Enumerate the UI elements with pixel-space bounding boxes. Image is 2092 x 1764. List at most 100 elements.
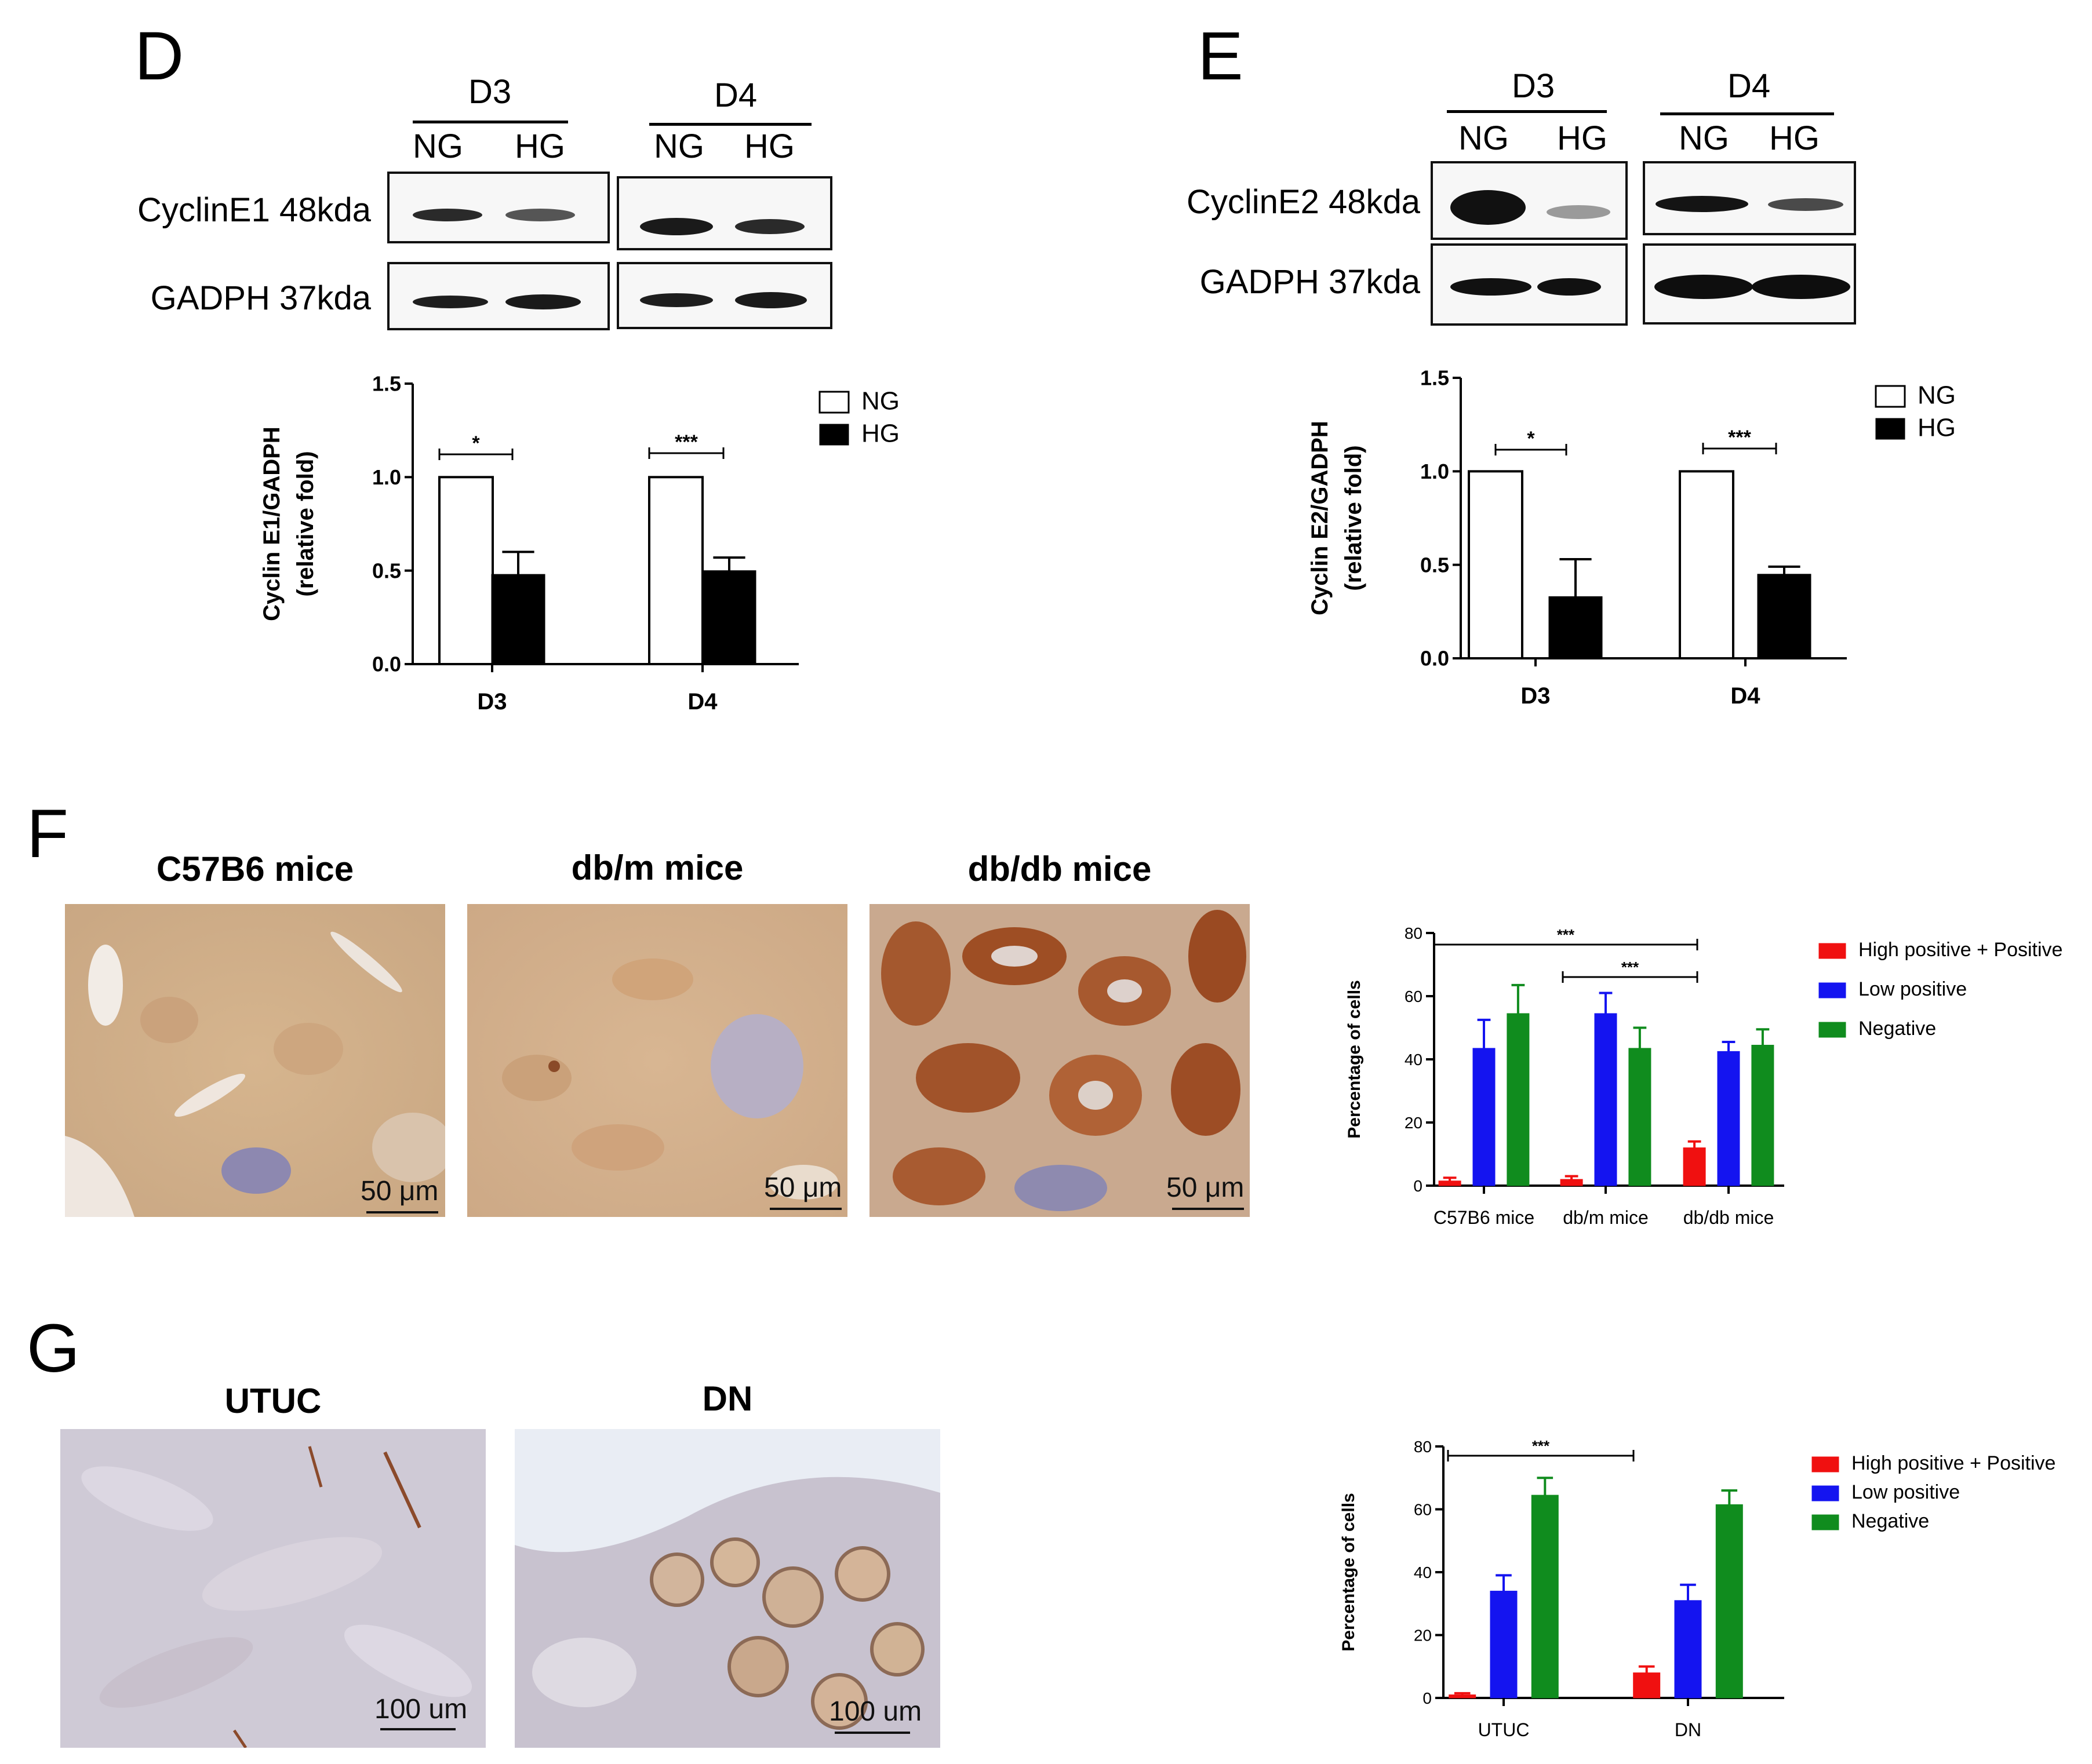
chart-d-bar-ng-1 (648, 476, 704, 665)
blot-e-lane-hg-1: HG (1557, 119, 1607, 157)
blot-d-cyclin-d4 (617, 176, 832, 250)
ihc-g-scale-label-2: 100 um (829, 1696, 922, 1727)
blot-d-lane-hg-1: HG (515, 127, 565, 165)
ihc-g-scale-bar-2 (835, 1732, 910, 1734)
chart-e-y-tick-label: 1.5 (1420, 366, 1449, 390)
ihc-f-scale-bar-3 (1172, 1208, 1244, 1210)
chart-f-bar-low-positive-0 (1472, 1048, 1496, 1186)
chart-d-legend-label: HG (861, 420, 900, 448)
chart-g-bar-negative-1 (1715, 1504, 1743, 1699)
ihc-g-title-dn: DN (702, 1379, 753, 1418)
chart-g-legend-label: Low positive (1851, 1481, 1960, 1503)
blot-d-gadph-d4 (617, 262, 832, 329)
chart-g-y-tick-label: 40 (1414, 1563, 1432, 1581)
chart-f-x-tick-label: db/db mice (1683, 1207, 1774, 1228)
blot-d-cyclin-d3 (387, 172, 610, 243)
chart-d-legend-swatch (818, 391, 850, 414)
blot-e-lane-ng-1: NG (1458, 119, 1509, 157)
chart-f-bar-high-positive-positive-2 (1683, 1147, 1706, 1186)
chart-f-bar-low-positive-2 (1717, 1051, 1740, 1186)
chart-f-x-tick-label: C57B6 mice (1434, 1207, 1534, 1228)
chart-d-legend-label: NG (861, 387, 900, 416)
chart-e-legend-swatch (1875, 418, 1905, 440)
blot-e-group-d3: D3 (1512, 67, 1555, 105)
chart-f-bar-high-positive-positive-0 (1438, 1180, 1461, 1186)
panel-label-f: F (27, 796, 69, 872)
chart-f-legend-swatch (1818, 1022, 1846, 1038)
ihc-f-image-dbdb (869, 904, 1250, 1217)
chart-f-bar-low-positive-1 (1594, 1013, 1617, 1186)
blot-e-lane-hg-2: HG (1769, 119, 1820, 157)
chart-e-bar-hg-0 (1548, 596, 1603, 659)
chart-e-legend-label: HG (1918, 414, 1956, 442)
blot-d-group-d3: D3 (468, 73, 512, 111)
chart-f-y-tick-label: 0 (1413, 1177, 1422, 1195)
chart-e-sig-label: * (1527, 428, 1535, 450)
chart-d-x-tick-label: D3 (477, 689, 507, 715)
chart-g-y-tick-label: 80 (1414, 1438, 1432, 1456)
chart-g-y-tick-label: 20 (1414, 1626, 1432, 1644)
chart-f-y-tick-label: 60 (1405, 987, 1422, 1005)
ihc-f-image-dbm (467, 904, 847, 1217)
chart-e-legend-label: NG (1918, 381, 1956, 410)
blot-d-group-d3-line (413, 121, 568, 123)
ihc-g-title-utuc: UTUC (224, 1382, 322, 1420)
ihc-g-scale-bar-1 (380, 1728, 456, 1730)
chart-e-y-tick-label: 1.0 (1420, 460, 1449, 483)
chart-d-y-tick-label: 0.5 (372, 559, 401, 582)
chart-d-y-tick-label: 1.5 (372, 372, 401, 396)
chart-g-y-axis-label: Percentage of cells (1339, 1493, 1358, 1651)
chart-e-bar-hg-1 (1757, 574, 1811, 659)
chart-d-y-tick-label: 0.0 (372, 653, 401, 676)
chart-e-y-axis-label: Cyclin E2/GADPH (1307, 421, 1333, 615)
blot-e-lane-ng-2: NG (1679, 119, 1729, 157)
chart-g-bar-low-positive-1 (1674, 1600, 1702, 1699)
chart-d-legend-swatch (819, 424, 849, 446)
ihc-f-scale-label-2: 50 μm (764, 1172, 842, 1203)
chart-g-x-tick-label: UTUC (1478, 1719, 1530, 1740)
chart-g-legend-swatch (1811, 1456, 1839, 1473)
chart-d-sig-label: * (472, 432, 480, 454)
chart-e-sig-label: *** (1728, 427, 1751, 449)
chart-f-y-tick-label: 40 (1405, 1051, 1422, 1069)
blot-e-row-label-gadph: GADPH 37kda (1199, 263, 1420, 301)
chart-e-x-tick-label: D4 (1730, 683, 1760, 709)
blot-e-cyclin-d4 (1643, 161, 1856, 235)
ihc-f-scale-bar-2 (770, 1208, 842, 1210)
chart-e-y-tick-label: 0.5 (1420, 553, 1449, 577)
blot-d-group-d4: D4 (714, 76, 758, 114)
ihc-g-image-dn (515, 1429, 940, 1748)
chart-d-bar-ng-0 (438, 476, 494, 665)
blot-d-lane-hg-2: HG (744, 127, 795, 165)
chart-f-bar-negative-0 (1507, 1013, 1530, 1186)
ihc-f-title-dbdb: db/db mice (967, 850, 1152, 888)
ihc-g-scale-label-1: 100 um (374, 1694, 468, 1725)
blot-e-group-d3-line (1447, 110, 1607, 113)
chart-g-legend-label: High positive + Positive (1851, 1452, 2055, 1474)
ihc-f-image-c57b6 (65, 904, 445, 1217)
chart-g-legend-label: Negative (1851, 1510, 1929, 1532)
chart-d-y-tick-label: 1.0 (372, 465, 401, 489)
blot-d-group-d4-line (649, 123, 812, 126)
ihc-f-scale-label-1: 50 μm (361, 1176, 439, 1207)
chart-g-legend-swatch (1811, 1514, 1839, 1530)
blot-e-row-label-cyclin: CyclinE2 48kda (1187, 183, 1420, 221)
ihc-f-scale-label-3: 50 μm (1166, 1172, 1245, 1203)
chart-e-x-tick-label: D3 (1520, 683, 1550, 709)
blot-e-gadph-d3 (1431, 243, 1628, 326)
chart-e-bar-ng-0 (1468, 470, 1523, 659)
chart-g-y-tick-label: 0 (1422, 1689, 1432, 1707)
chart-f-y-axis-label: Percentage of cells (1345, 980, 1364, 1138)
chart-d-sig-label: *** (675, 431, 698, 453)
chart-d-y-axis-label: (relative fold) (293, 451, 318, 596)
chart-g-bar-high-positive-positive-0 (1449, 1694, 1476, 1699)
chart-f-y-tick-label: 20 (1405, 1114, 1422, 1132)
chart-g-x-tick-label: DN (1675, 1719, 1701, 1740)
chart-d-y-axis-label: Cyclin E1/GADPH (259, 427, 285, 621)
ihc-f-title-dbm: db/m mice (571, 848, 744, 887)
ihc-f-title-c57b6: C57B6 mice (156, 850, 354, 888)
chart-f-legend-swatch (1818, 982, 1846, 998)
chart-d-bar-hg-1 (702, 570, 756, 665)
